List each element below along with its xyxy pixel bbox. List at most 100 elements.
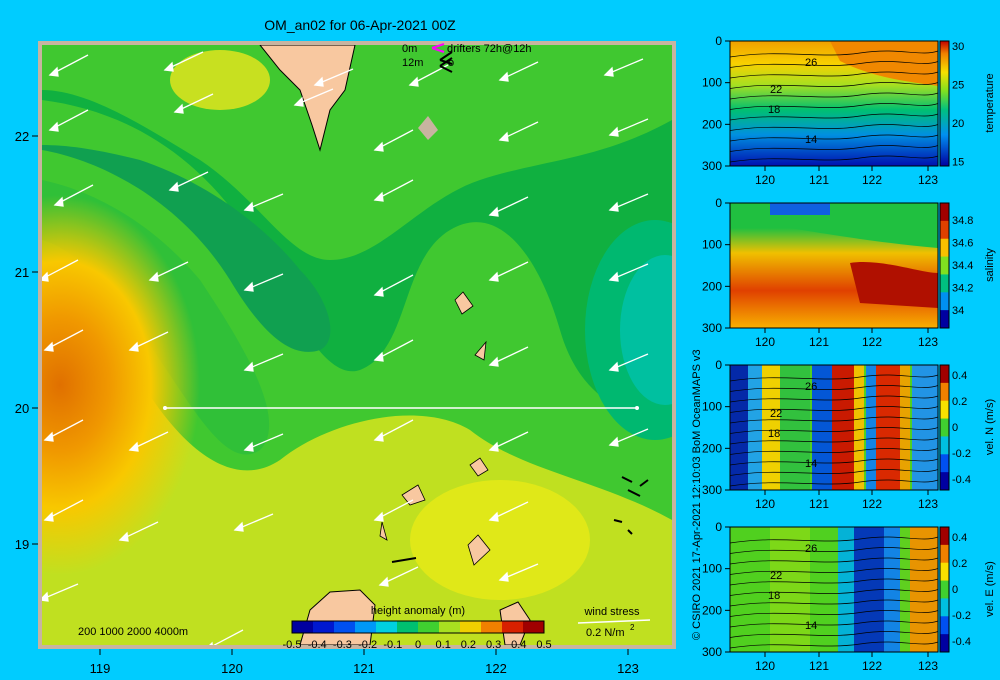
- map-x-tick-label: 123: [617, 661, 639, 676]
- contour-line: [729, 437, 939, 445]
- panel-colorbar: [940, 41, 949, 166]
- drifter-legend-label: drifters 72h@12h: [447, 43, 532, 55]
- panel-y-tick-label: 0: [715, 520, 722, 534]
- panel-colorbar-swatch: [940, 454, 949, 473]
- panel-colorbar-tick: -0.2: [952, 610, 971, 622]
- map-x-tick-label: 121: [353, 661, 375, 676]
- contour-line: [729, 113, 939, 121]
- contour-line: [729, 427, 939, 434]
- contour-line: [729, 406, 939, 413]
- contour-line: [729, 610, 939, 617]
- contour-line: [729, 479, 939, 487]
- drifter-arrow-icon-black: [439, 51, 453, 73]
- colorbar-swatch: [355, 621, 377, 633]
- wind-arrow-head: [209, 641, 213, 645]
- wind-arrow-head: [498, 131, 509, 142]
- panel-y-tick-label: 200: [702, 117, 722, 131]
- wind-arrow-head: [373, 286, 384, 297]
- contour-line: [729, 557, 939, 565]
- wind-arrow-head: [608, 126, 619, 137]
- panel-y-tick-label: 0: [715, 196, 722, 210]
- panel-colorbar-swatch: [940, 292, 949, 311]
- contour-line: [729, 536, 939, 544]
- wind-arrow-head: [173, 103, 184, 114]
- wind-arrow-head: [128, 441, 139, 452]
- panel-x-tick-label: 121: [809, 335, 829, 349]
- map-y-axis: 22 21 20 19: [15, 129, 38, 552]
- panel-y-tick-label: 300: [702, 483, 722, 497]
- colorbar-swatch: [397, 621, 419, 633]
- contour-line: [729, 589, 939, 596]
- contour-line: [729, 92, 939, 100]
- contour-line: [729, 416, 939, 424]
- panel-colorbar-swatch: [940, 616, 949, 635]
- panel-y-tick-label: 0: [715, 358, 722, 372]
- map-y-tick-label: 21: [15, 265, 29, 280]
- panel-colorbar-tick: 30: [952, 41, 964, 53]
- wind-arrow-head: [243, 361, 254, 372]
- wind-stress-label: wind stress: [583, 606, 640, 618]
- map-x-tick-label: 122: [485, 661, 507, 676]
- panel-border: [729, 364, 939, 491]
- colorbar-tick-label: -0.1: [383, 639, 402, 651]
- panel-x-tick-label: 122: [862, 659, 882, 673]
- panel-colorbar-tick: 0: [952, 422, 958, 434]
- map-y-tick-label: 19: [15, 537, 29, 552]
- wind-arrow-head: [373, 511, 384, 522]
- velocity-band: [762, 365, 780, 490]
- colorbar-tick-label: 0: [415, 639, 421, 651]
- colorbar-swatch: [439, 621, 461, 633]
- panel-border: [729, 526, 939, 653]
- panel-colorbar-tick: 0.4: [952, 532, 967, 544]
- contour-label: 18: [768, 104, 780, 116]
- wind-arrow-head: [118, 531, 129, 542]
- panel-border: [729, 40, 939, 167]
- panel-colorbar-tick: 25: [952, 80, 964, 92]
- colorbar-swatch: [460, 621, 482, 633]
- map-y-tick-label: 22: [15, 129, 29, 144]
- wind-arrow-head: [488, 441, 499, 452]
- colorbar-tick-label: 0.5: [536, 639, 551, 651]
- chart-title: OM_an02 for 06-Apr-2021 00Z: [264, 17, 456, 33]
- wind-arrow-head: [608, 361, 619, 372]
- contour-line: [729, 578, 939, 586]
- velocity-band: [866, 365, 876, 490]
- panel-colorbar-border: [939, 40, 950, 167]
- panel-colorbar-tick: -0.2: [952, 448, 971, 460]
- contour-line: [729, 61, 939, 68]
- panel-ylabel: vel. N (m/s): [984, 399, 996, 455]
- panel-ylabel: salinity: [984, 248, 996, 282]
- panel-colorbar-swatch: [940, 310, 949, 329]
- panel-y-tick-label: 300: [702, 645, 722, 659]
- panel-x-tick-label: 120: [755, 659, 775, 673]
- contour-line: [729, 568, 939, 575]
- panel-colorbar-swatch: [940, 382, 949, 402]
- height-anomaly-colorbar: -0.5 -0.4 -0.3 -0.2 -0.1 0 0.1 0.2 0.3 0.4 0.5: [283, 620, 552, 651]
- panel-x-tick-label: 123: [918, 173, 938, 187]
- wind-arrow-head: [243, 201, 254, 212]
- panel-colorbar-swatch: [940, 365, 949, 384]
- panel-colorbar-tick: 34.8: [952, 215, 973, 227]
- depth-legend: 200 1000 2000 4000m: [78, 626, 188, 638]
- panel-colorbar-swatch: [940, 400, 949, 420]
- contour-line: [729, 547, 939, 554]
- velocity-band: [854, 365, 864, 490]
- contour-label: 22: [770, 408, 782, 420]
- wind-arrow-head: [128, 341, 139, 352]
- panel-colorbar-tick: 34.6: [952, 238, 973, 250]
- drifter-legend-0m: 0m: [402, 43, 417, 55]
- velocity-band: [900, 527, 910, 652]
- colorbar-tick-label: 0.4: [511, 639, 526, 651]
- colorbar-swatch: [376, 621, 398, 633]
- velocity-band: [748, 365, 762, 490]
- contour-label: 22: [770, 570, 782, 582]
- panel-colorbar-border: [939, 364, 950, 491]
- contour-label: 14: [805, 620, 817, 632]
- map-y-tick-label: 20: [15, 401, 29, 416]
- panel-y-tick-label: 100: [702, 76, 722, 90]
- map-x-tick-label: 120: [221, 661, 243, 676]
- wind-arrow-head: [608, 436, 619, 447]
- panel-colorbar-tick: 0.2: [952, 558, 967, 570]
- panel-colorbar-border: [939, 202, 950, 329]
- wind-arrow-head: [608, 271, 619, 282]
